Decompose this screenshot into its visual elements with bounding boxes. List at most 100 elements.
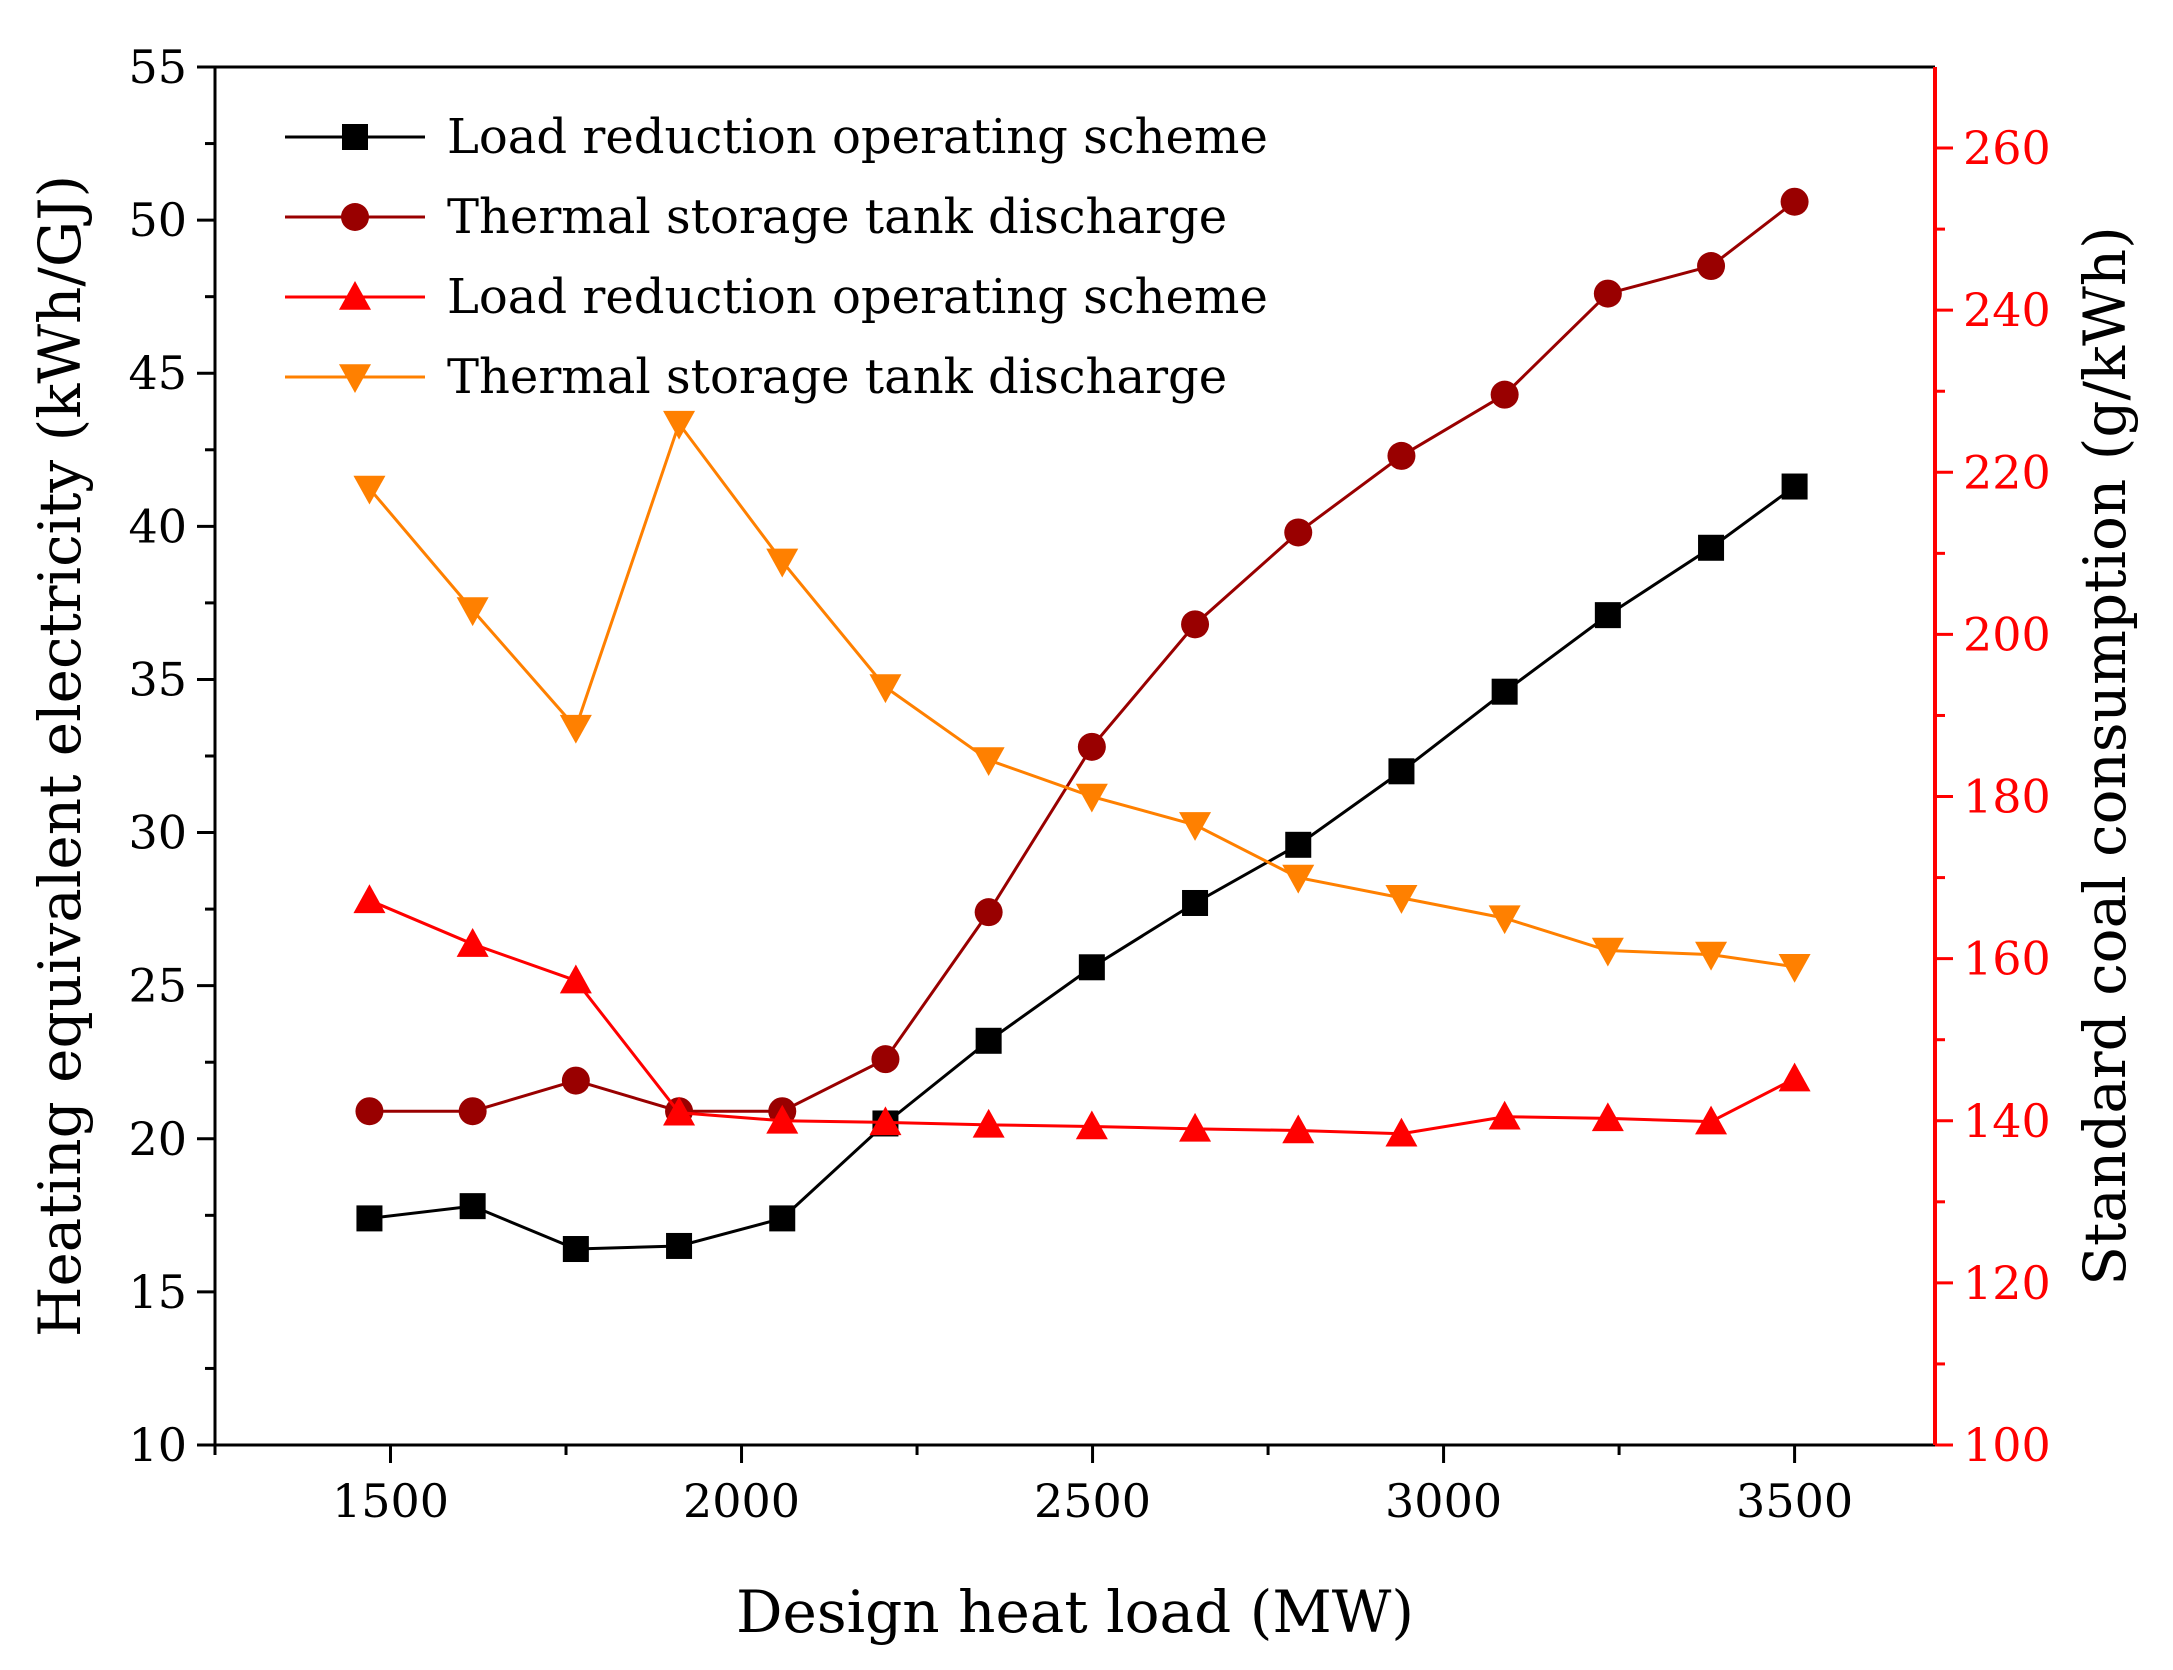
circle-marker xyxy=(1593,279,1622,308)
triangle-down-marker xyxy=(1488,905,1521,935)
triangle-up-marker xyxy=(663,1096,696,1126)
y-tick-label-left: 20 xyxy=(128,1112,187,1166)
y-tick-label-right: 120 xyxy=(1963,1256,2051,1310)
x-tick-label: 2500 xyxy=(1034,1474,1151,1528)
circle-marker xyxy=(1284,518,1313,547)
triangle-up-marker xyxy=(1591,1102,1624,1132)
circle-marker xyxy=(871,1045,900,1074)
triangle-up-marker xyxy=(1488,1100,1521,1130)
legend-entry-3: Thermal storage tank discharge xyxy=(285,349,1227,405)
triangle-down-marker xyxy=(1778,953,1811,983)
triangle-up-marker xyxy=(1778,1062,1811,1092)
square-marker xyxy=(1078,954,1105,981)
y-tick-label-right: 220 xyxy=(1963,445,2051,499)
triangle-up-marker xyxy=(869,1106,902,1136)
x-axis-title: Design heat load (MW) xyxy=(736,1578,1414,1646)
square-marker xyxy=(1182,889,1209,916)
y-tick-label-left: 55 xyxy=(128,40,187,94)
square-marker xyxy=(356,1205,383,1232)
square-marker xyxy=(975,1027,1002,1054)
square-marker xyxy=(459,1193,486,1220)
y-tick-label-right: 200 xyxy=(1963,607,2051,661)
series-2 xyxy=(353,884,1811,1147)
legend-label: Load reduction operating scheme xyxy=(447,269,1268,325)
x-tick-label: 1500 xyxy=(332,1474,449,1528)
triangle-down-marker xyxy=(972,747,1005,777)
triangle-down-marker xyxy=(1179,812,1212,841)
x-tick-label: 2000 xyxy=(683,1474,800,1528)
triangle-down-marker xyxy=(339,364,371,393)
triangle-down-marker xyxy=(869,674,902,704)
legend-entry-2: Load reduction operating scheme xyxy=(285,269,1268,325)
triangle-up-marker xyxy=(353,884,386,914)
triangle-down-marker xyxy=(663,410,696,440)
y-tick-label-left: 50 xyxy=(128,193,187,247)
square-marker xyxy=(666,1232,693,1259)
legend-entry-1: Thermal storage tank discharge xyxy=(285,189,1227,245)
square-marker xyxy=(769,1205,796,1232)
y-axis-title-right: Standard coal consumption (g/kWh) xyxy=(2071,226,2139,1286)
y-tick-label-left: 10 xyxy=(128,1418,187,1472)
y-tick-label-right: 240 xyxy=(1963,283,2051,337)
triangle-down-marker xyxy=(1075,783,1108,813)
triangle-down-marker xyxy=(1695,941,1728,971)
triangle-up-marker xyxy=(339,281,371,310)
legend-entry-0: Load reduction operating scheme xyxy=(285,109,1268,165)
circle-marker xyxy=(341,203,369,231)
circle-marker xyxy=(1490,380,1519,409)
y-tick-label-left: 35 xyxy=(128,652,187,706)
square-marker xyxy=(1491,678,1518,705)
circle-marker xyxy=(1387,441,1416,470)
triangle-up-marker xyxy=(1075,1110,1108,1140)
triangle-up-marker xyxy=(1282,1114,1315,1144)
legend-label: Thermal storage tank discharge xyxy=(447,189,1227,245)
y-tick-label-right: 260 xyxy=(1963,121,2051,175)
series-0 xyxy=(356,473,1808,1263)
y-tick-label-left: 15 xyxy=(128,1265,187,1319)
y-tick-label-right: 180 xyxy=(1963,770,2051,824)
legend-label: Load reduction operating scheme xyxy=(447,109,1268,165)
circle-marker xyxy=(458,1097,487,1126)
legend-label: Thermal storage tank discharge xyxy=(447,349,1227,405)
y-tick-label-left: 45 xyxy=(128,346,187,400)
series-line xyxy=(368,420,1795,969)
triangle-down-marker xyxy=(456,597,489,627)
square-marker xyxy=(1285,831,1312,858)
triangle-up-marker xyxy=(1385,1117,1418,1147)
triangle-down-marker xyxy=(353,475,386,505)
circle-marker xyxy=(561,1066,590,1095)
triangle-up-marker xyxy=(972,1108,1005,1138)
square-marker xyxy=(1698,534,1725,561)
x-tick-label: 3500 xyxy=(1736,1474,1853,1528)
triangle-up-marker xyxy=(1179,1112,1212,1142)
y-tick-label-right: 140 xyxy=(1963,1094,2051,1148)
series-line xyxy=(368,898,1796,1136)
y-axis-title-left: Heating equivalent electricity (kWh/GJ) xyxy=(26,175,94,1337)
circle-marker xyxy=(355,1097,384,1126)
triangle-down-marker xyxy=(766,548,799,578)
square-marker xyxy=(342,124,368,150)
triangle-up-marker xyxy=(1695,1105,1728,1135)
x-tick-label: 3000 xyxy=(1385,1474,1502,1528)
y-tick-label-right: 100 xyxy=(1963,1418,2051,1472)
circle-marker xyxy=(1181,610,1210,639)
circle-marker xyxy=(974,898,1003,927)
y-tick-label-left: 30 xyxy=(128,806,187,860)
y-tick-label-right: 160 xyxy=(1963,932,2051,986)
square-marker xyxy=(562,1236,589,1263)
legend: Load reduction operating scheme Thermal s… xyxy=(285,109,1268,405)
y-tick-label-left: 25 xyxy=(128,959,187,1013)
circle-marker xyxy=(1780,187,1809,216)
triangle-down-marker xyxy=(559,714,592,744)
series-layer xyxy=(353,187,1811,1263)
triangle-up-marker xyxy=(559,964,592,994)
y-tick-label-left: 40 xyxy=(128,499,187,553)
circle-marker xyxy=(1697,252,1726,281)
triangle-down-marker xyxy=(1591,937,1624,967)
square-marker xyxy=(1781,473,1808,500)
circle-marker xyxy=(1077,732,1106,761)
series-3 xyxy=(353,410,1811,983)
triangle-down-marker xyxy=(1282,864,1315,894)
